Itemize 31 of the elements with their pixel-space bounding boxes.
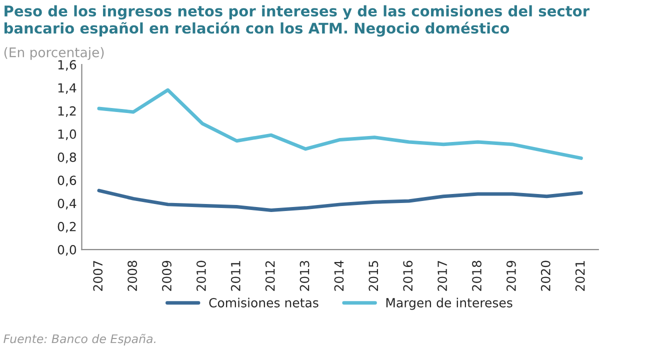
chart-title: Peso de los ingresos netos por intereses y de las comisiones del sector bancario español en relación con los ATM. Negocio doméstico — [4, 5, 590, 37]
x-tick-label: 2008 — [128, 260, 138, 291]
y-tick-label: 1,6 — [58, 60, 76, 71]
x-tick-label: 2015 — [368, 261, 378, 291]
x-tick-label: 2007 — [93, 261, 103, 291]
y-tick-label: 1,2 — [58, 106, 76, 118]
x-tick-label: 2009 — [162, 260, 172, 291]
x-tick-label: 2021 — [575, 261, 585, 291]
y-tick-label: 1,0 — [58, 129, 76, 140]
y-tick-label: 0,0 — [58, 245, 76, 256]
x-tick-label: 2017 — [438, 261, 448, 291]
source-note: Fuente: Banco de España. — [4, 334, 156, 346]
legend-label: Margen de intereses — [386, 298, 512, 310]
legend-label: Comisiones netas — [209, 298, 318, 308]
y-tick-label: 1,4 — [58, 83, 76, 94]
x-tick-label: 2018 — [472, 260, 482, 291]
line-series — [97, 188, 583, 212]
y-tick-label: 0,2 — [58, 222, 76, 233]
x-tick-label: 2020 — [540, 260, 550, 291]
y-tick-label: 0,4 — [58, 198, 76, 210]
x-tick-label: 2010 — [196, 260, 206, 291]
x-tick-label: 2012 — [265, 261, 275, 291]
x-tick-label: 2014 — [334, 260, 344, 291]
line-series — [97, 88, 583, 160]
x-tick-label: 2016 — [403, 260, 413, 291]
y-tick-label: 0,8 — [58, 152, 76, 164]
chart-subtitle: (En porcentaje) — [4, 47, 104, 60]
x-tick-label: 2019 — [506, 260, 516, 291]
y-tick-label: 0,6 — [58, 176, 76, 186]
x-tick-label: 2011 — [230, 261, 240, 291]
x-tick-label: 2013 — [300, 260, 310, 291]
